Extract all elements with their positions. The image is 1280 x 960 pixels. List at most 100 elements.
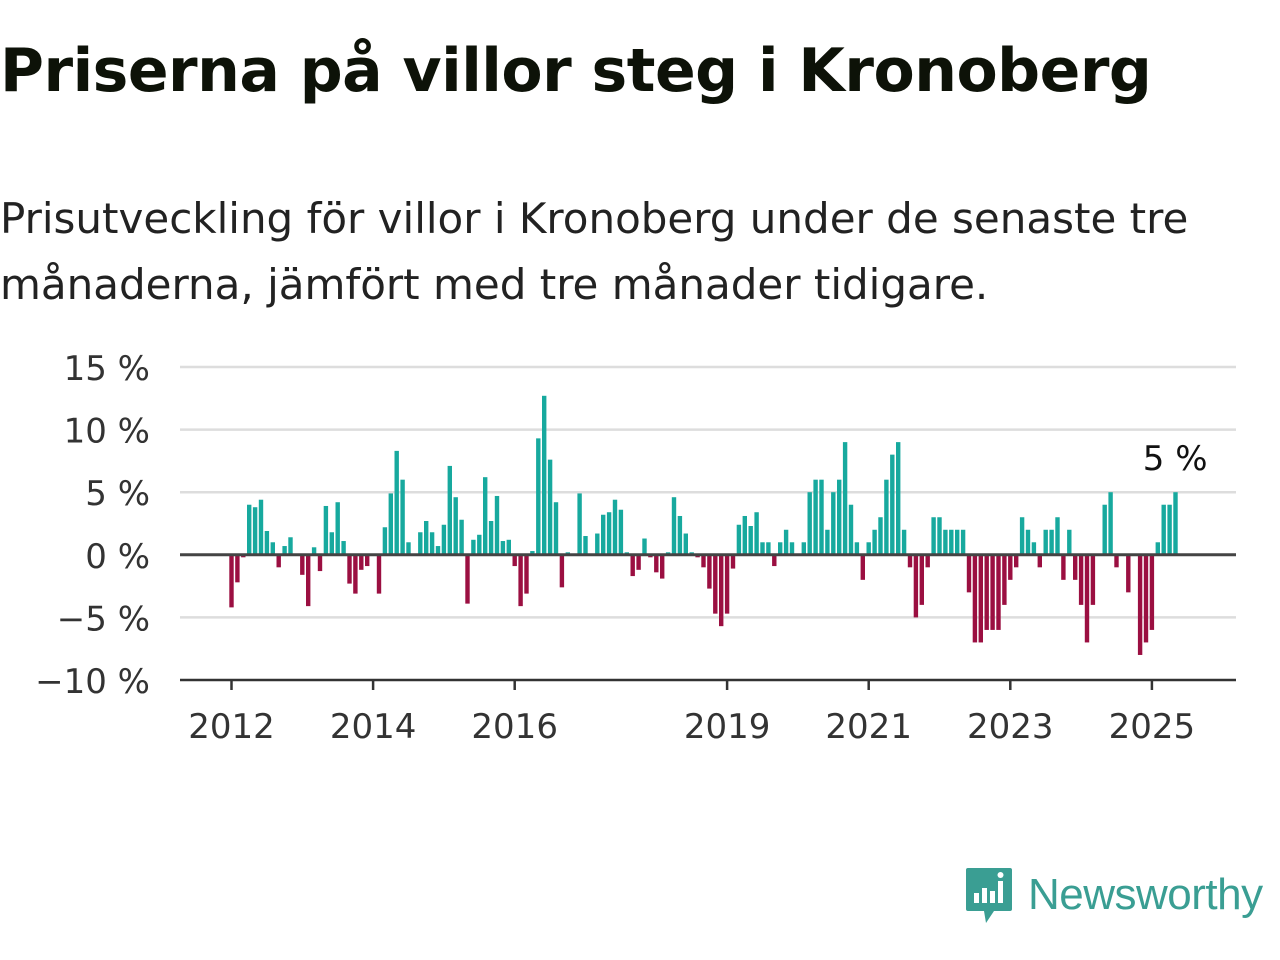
y-axis-ticks: 15 % 10 % 5 % 0 % −5 % −10 % bbox=[35, 349, 150, 702]
bar bbox=[235, 554, 240, 583]
bar bbox=[701, 554, 706, 568]
bar bbox=[252, 507, 258, 555]
bar bbox=[736, 524, 742, 555]
bar bbox=[518, 554, 523, 607]
bar bbox=[347, 554, 352, 584]
bar bbox=[1008, 554, 1013, 580]
bar bbox=[282, 546, 287, 555]
bar bbox=[1037, 554, 1042, 568]
bar bbox=[583, 536, 588, 555]
x-tick-label: 2016 bbox=[471, 707, 558, 747]
last-value-label: 5 % bbox=[1143, 439, 1208, 479]
bar bbox=[365, 554, 370, 567]
x-tick-label: 2019 bbox=[684, 707, 771, 747]
bar bbox=[1108, 492, 1113, 555]
bar bbox=[978, 554, 983, 643]
bar bbox=[866, 542, 871, 555]
bar bbox=[547, 459, 553, 555]
bar bbox=[258, 499, 264, 555]
bar bbox=[1143, 554, 1149, 643]
bars bbox=[229, 395, 1178, 655]
x-tick-label: 2025 bbox=[1109, 707, 1196, 747]
bar bbox=[524, 554, 529, 594]
bar bbox=[778, 542, 783, 555]
bar bbox=[890, 454, 895, 555]
y-tick-label: 5 % bbox=[85, 474, 150, 514]
bar bbox=[424, 521, 429, 555]
bar bbox=[601, 514, 606, 555]
bar bbox=[323, 505, 329, 555]
bar bbox=[1061, 554, 1066, 580]
bar bbox=[990, 554, 995, 630]
brand-name: Newsworthy bbox=[1028, 870, 1263, 919]
y-tick-label: 15 % bbox=[64, 349, 150, 389]
y-tick-label: −10 % bbox=[35, 662, 150, 702]
bar bbox=[1055, 517, 1060, 555]
chart-subtitle: Prisutveckling för villor i Kronoberg un… bbox=[0, 194, 1189, 309]
bar bbox=[819, 479, 824, 555]
bar bbox=[1084, 554, 1090, 643]
bar bbox=[477, 534, 482, 555]
bar bbox=[536, 438, 541, 555]
x-tick-label: 2012 bbox=[188, 707, 275, 747]
bar bbox=[276, 554, 281, 568]
bar bbox=[949, 529, 954, 555]
bar bbox=[465, 554, 470, 604]
bar bbox=[488, 521, 494, 555]
bar bbox=[606, 512, 612, 555]
bar bbox=[842, 442, 848, 555]
bar bbox=[229, 554, 234, 608]
bar bbox=[335, 502, 340, 555]
bar bbox=[435, 546, 441, 555]
bar bbox=[630, 554, 635, 577]
bar bbox=[1090, 554, 1096, 605]
bar bbox=[559, 554, 565, 588]
bar bbox=[577, 493, 582, 555]
bar bbox=[878, 517, 883, 555]
bar-chart: 15 % 10 % 5 % 0 % −5 % −10 % 2012 2014 2016 2019… bbox=[35, 349, 1236, 747]
bar bbox=[707, 554, 712, 589]
bar bbox=[512, 554, 517, 567]
bar bbox=[884, 479, 889, 555]
y-tick-label: −5 % bbox=[57, 599, 150, 639]
bar bbox=[471, 539, 476, 555]
bar bbox=[418, 532, 423, 555]
bar bbox=[925, 554, 930, 568]
bar bbox=[1126, 554, 1131, 593]
bar bbox=[595, 533, 600, 555]
bar bbox=[1014, 554, 1019, 568]
bar bbox=[966, 554, 972, 593]
bar bbox=[760, 542, 765, 555]
bar bbox=[453, 497, 458, 555]
bar bbox=[636, 554, 641, 570]
bar bbox=[789, 542, 795, 555]
bar bbox=[683, 533, 688, 555]
bar bbox=[772, 554, 777, 567]
newsworthy-brand: Newsworthy bbox=[964, 864, 1263, 926]
bar bbox=[353, 554, 358, 594]
bar bbox=[382, 527, 388, 555]
x-axis-ticks: 2012 2014 2016 2019 2021 2023 2025 bbox=[188, 680, 1195, 747]
bar bbox=[429, 532, 435, 555]
bar bbox=[1167, 504, 1172, 555]
bar bbox=[306, 554, 311, 607]
bar bbox=[996, 554, 1001, 630]
x-tick-label: 2014 bbox=[330, 707, 417, 747]
bar bbox=[459, 519, 464, 555]
bar bbox=[831, 492, 836, 555]
bar bbox=[813, 479, 818, 555]
bar bbox=[1102, 504, 1107, 555]
bar bbox=[896, 442, 901, 555]
bar bbox=[642, 538, 647, 555]
bar bbox=[400, 479, 405, 555]
bar bbox=[677, 515, 683, 555]
bar bbox=[724, 554, 730, 614]
bar bbox=[264, 531, 270, 555]
bar bbox=[300, 554, 305, 575]
bar bbox=[719, 554, 724, 627]
bar bbox=[311, 547, 317, 555]
bar bbox=[654, 554, 659, 573]
bar bbox=[1049, 529, 1054, 555]
bar bbox=[329, 532, 334, 555]
bar bbox=[483, 477, 488, 555]
